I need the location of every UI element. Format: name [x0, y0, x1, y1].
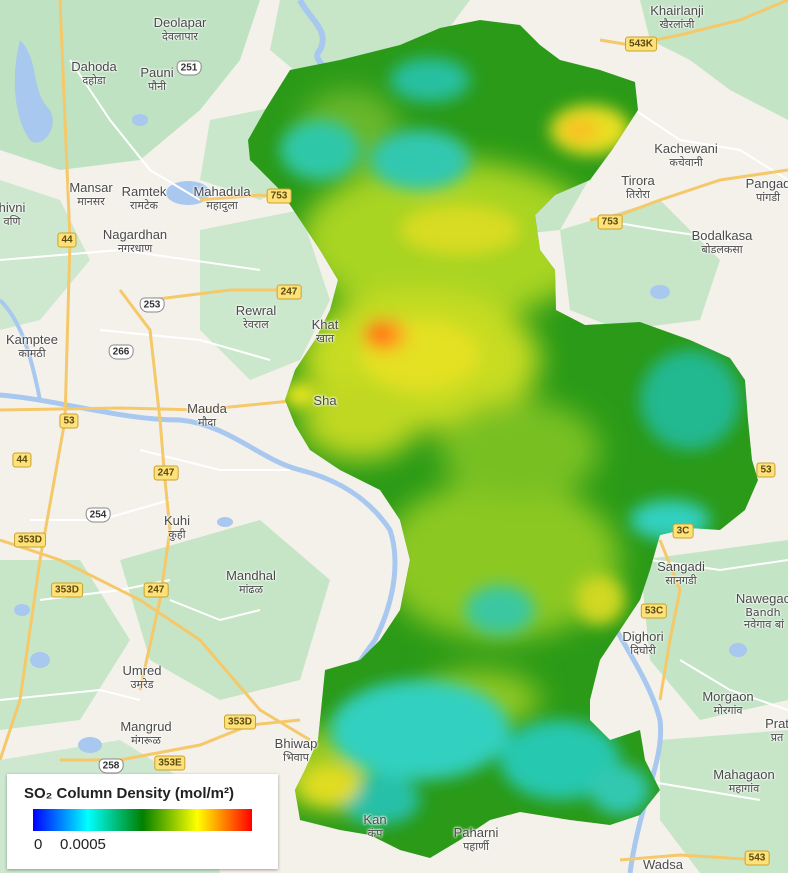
highway-shield-543k: 543K [625, 36, 657, 52]
place-label-tirora: Tirora तिरोरा [621, 173, 655, 202]
highway-shield-251: 251 [176, 60, 202, 76]
highway-shield-247-b: 247 [153, 465, 179, 481]
place-label-khairlanji: Khairlanji खैरलांजी [650, 3, 704, 32]
place-label-nawegaon: Nawegac Bandh [735, 591, 788, 620]
highway-shield-254: 254 [85, 507, 111, 523]
place-label-pangadi: Pangad पांगडी [745, 176, 788, 205]
highway-shield-44-b: 44 [12, 452, 32, 468]
legend-min-label: 0 [34, 836, 43, 853]
place-label-mandhal: Mandhal मांढळ [226, 568, 276, 597]
place-label-ramtek: Ramtek रामटेक [121, 184, 167, 213]
place-label-bodalkasa: Bodalkasa बोडलकसा [691, 228, 753, 257]
highway-shield-353c-b: 53C [640, 603, 668, 619]
place-label-kuhi: Kuhi कुही [163, 513, 191, 542]
highway-shield-353d-c: 353D [224, 714, 256, 730]
highway-shield-353d-b: 353D [51, 582, 83, 598]
highway-shield-353c-a: 3C [672, 523, 694, 539]
highway-shield-247-a: 247 [276, 284, 302, 300]
highway-shield-53-b: 53 [756, 462, 776, 478]
place-label-dahoda: Dahoda दहोडा [71, 59, 117, 88]
place-label-umred: Umred उमरेड [122, 663, 162, 692]
highway-shield-753-a: 753 [266, 188, 292, 204]
highway-shield-53-a: 53 [59, 413, 79, 429]
place-label-dighori: Dighori दिघोरी [622, 629, 664, 658]
highway-shield-258: 258 [98, 758, 124, 774]
place-label-nagardhan: Nagardhan नगरधाण [102, 227, 168, 256]
legend-max-label: 0.0005 [60, 836, 106, 853]
legend-colorbar [33, 809, 252, 831]
place-label-mansar: Mansar मानसर [69, 180, 113, 209]
place-label-pauni: Pauni पौनी [140, 65, 174, 94]
place-label-sha: Sha [313, 393, 337, 408]
place-label-mahadula: Mahadula महादुला [193, 184, 251, 213]
place-label-nawegaon-hi: नवेगाव बां [743, 618, 785, 631]
place-label-wadsa: Wadsa [643, 857, 683, 872]
highway-shield-266: 266 [108, 344, 134, 360]
place-label-prat: Prat प्रत [765, 716, 788, 745]
place-label-kamptee: Kamptee कामठी [5, 332, 59, 361]
place-label-mauda: Mauda मौदा [187, 401, 227, 430]
highway-shield-247-c: 247 [143, 582, 169, 598]
place-label-rewral: Rewral रेवराल [235, 303, 277, 332]
place-label-shivni: hivni वणि [0, 200, 26, 229]
place-label-bhiwapur: Bhiwap भिवाप [274, 736, 318, 765]
place-label-mahagaon: Mahagaon महागांव [713, 767, 775, 796]
place-label-kanhan: Kan कंप [363, 812, 387, 841]
place-label-sangadi: Sangadi सानगडी [657, 559, 705, 588]
highway-shield-753-b: 753 [597, 214, 623, 230]
place-label-deolapar: Deolapar देवलापार [153, 15, 207, 44]
place-label-kachewani: Kachewani कचेवानी [654, 141, 718, 170]
highway-shield-353d-a: 353D [14, 532, 46, 548]
highway-shield-44-a: 44 [57, 232, 77, 248]
legend-title: SO₂ Column Density (mol/m²) [24, 785, 235, 802]
so2-overlay [248, 20, 758, 858]
highway-shield-353e: 353E [154, 755, 186, 771]
place-label-paharni: Paharni पहार्णी [453, 825, 499, 854]
highway-shield-253: 253 [139, 297, 165, 313]
place-label-morgaon: Morgaon मोरगांव [702, 689, 754, 718]
place-label-mangrud: Mangrud मंगरूळ [120, 719, 172, 748]
highway-shield-543: 543 [744, 850, 770, 866]
map-legend: SO₂ Column Density (mol/m²) 0 0.0005 [7, 774, 278, 869]
place-label-khat: Khat खात [311, 317, 339, 346]
